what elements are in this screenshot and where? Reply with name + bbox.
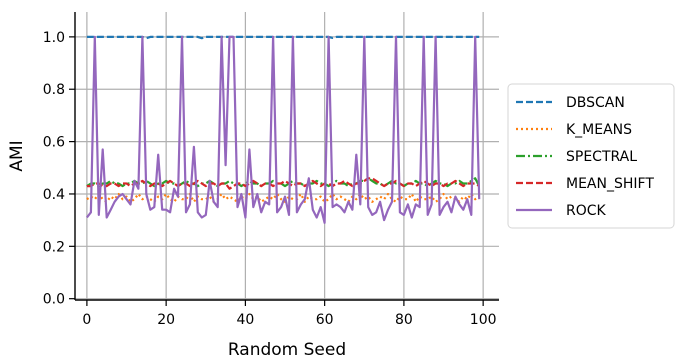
y-tick-label: 1.0 <box>43 30 65 46</box>
x-tick-label: 40 <box>236 312 254 328</box>
y-tick-label: 0.6 <box>43 135 65 151</box>
y-tick-label: 0.0 <box>43 292 65 308</box>
x-tick-label: 60 <box>316 312 334 328</box>
legend-label: SPECTRAL <box>566 149 637 165</box>
series-line-mean-shift <box>86 177 480 190</box>
y-tick-label: 0.2 <box>43 239 65 255</box>
series-layer <box>86 35 481 224</box>
legend-label: MEAN_SHIFT <box>566 176 654 192</box>
x-tick-label: 80 <box>395 312 413 328</box>
legend-label: ROCK <box>566 203 607 219</box>
axes <box>74 12 499 301</box>
y-axis-label: AMI <box>7 140 27 171</box>
x-tick-label: 100 <box>470 312 497 328</box>
ticks: 0 20 40 60 80 100 0.0 0.2 0.4 0.6 0.8 1.0 <box>43 30 497 328</box>
x-axis-label: Random Seed <box>228 340 346 359</box>
legend: DBSCAN K_MEANS SPECTRAL MEAN_SHIFT ROCK <box>507 83 675 229</box>
y-tick-label: 0.4 <box>43 187 65 203</box>
series-line-rock <box>86 35 481 224</box>
x-tick-label: 20 <box>157 312 175 328</box>
legend-frame <box>507 83 675 229</box>
y-tick-label: 0.8 <box>43 82 65 98</box>
legend-label: DBSCAN <box>566 95 625 111</box>
x-tick-label: 0 <box>82 312 91 328</box>
grid <box>75 12 499 300</box>
series-line-dbscan <box>86 35 480 40</box>
legend-label: K_MEANS <box>566 122 632 138</box>
